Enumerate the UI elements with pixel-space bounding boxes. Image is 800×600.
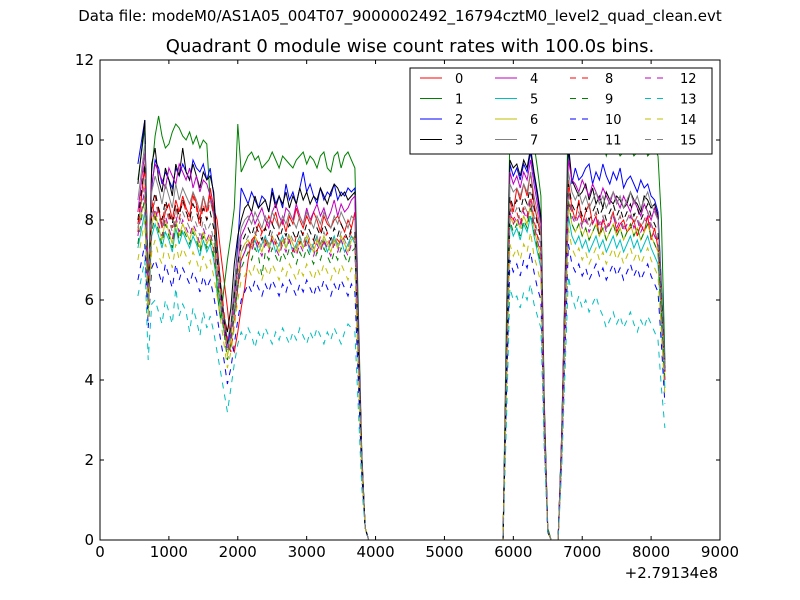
series-line-15 [137,179,666,541]
legend-label-12: 12 [680,72,697,87]
series-line-14 [137,219,666,541]
legend-label-4: 4 [530,72,538,87]
series-line-13 [137,259,666,541]
legend-label-11: 11 [605,134,622,149]
legend-label-15: 15 [680,134,697,149]
legend-label-13: 13 [680,93,697,108]
legend-label-5: 5 [530,93,538,108]
y-tick-label: 8 [84,211,94,229]
figure-suptitle: Data file: modeM0/AS1A05_004T07_90000024… [78,7,722,25]
series-line-0 [137,163,666,541]
y-tick-label: 10 [75,131,94,149]
series-line-8 [137,167,666,541]
series-line-9 [137,195,666,541]
series-line-3 [137,119,666,541]
x-tick-label: 1000 [150,543,188,561]
series-line-2 [137,119,666,541]
legend-label-9: 9 [605,93,613,108]
series-line-1 [137,103,666,541]
x-axis-offset-label: +2.79134e8 [625,564,718,582]
series-line-10 [137,243,666,541]
x-tick-label: 9000 [701,543,739,561]
y-tick-label: 2 [84,451,94,469]
x-tick-label: 7000 [563,543,601,561]
series-line-11 [137,163,666,541]
x-tick-label: 5000 [425,543,463,561]
y-tick-label: 12 [75,51,94,69]
y-tick-label: 0 [84,531,94,549]
legend-label-10: 10 [605,113,622,128]
x-tick-label: 3000 [288,543,326,561]
series-line-7 [137,143,666,541]
legend-label-2: 2 [455,113,463,128]
series-line-6 [137,199,666,541]
y-tick-label: 6 [84,291,94,309]
x-tick-label: 8000 [632,543,670,561]
legend-label-14: 14 [680,113,697,128]
x-tick-label: 4000 [356,543,394,561]
x-axis: 0 1000 2000 3000 4000 5000 6000 7000 8000 9000 [95,60,739,561]
chart-title: Quadrant 0 module wise count rates with … [165,36,655,57]
legend-label-6: 6 [530,113,538,128]
legend-label-1: 1 [455,93,463,108]
x-tick-label: 0 [95,543,105,561]
y-tick-label: 4 [84,371,94,389]
legend-label-3: 3 [455,134,463,149]
legend-label-8: 8 [605,72,613,87]
legend-label-0: 0 [455,72,463,87]
series-lines [137,103,666,541]
x-tick-label: 6000 [494,543,532,561]
series-line-5 [137,211,666,541]
legend-label-7: 7 [530,134,538,149]
x-tick-label: 2000 [219,543,257,561]
